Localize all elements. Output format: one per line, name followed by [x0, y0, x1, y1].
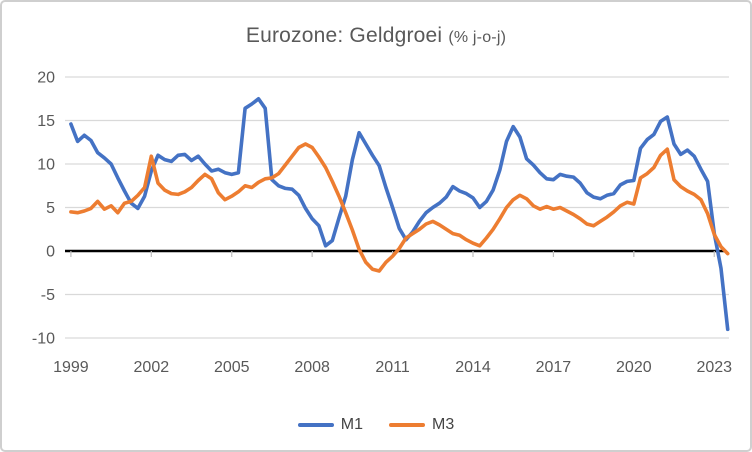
m3-legend-line-sample [389, 423, 425, 427]
m1-legend-line-sample [297, 423, 334, 427]
x-axis-tick-label: 2020 [616, 359, 652, 376]
x-axis-tick-label: 2002 [134, 359, 170, 376]
legend: M1 M3 [2, 416, 750, 434]
legend-label-m1: M1 [340, 416, 363, 433]
y-axis-tick-label: 15 [37, 113, 55, 130]
chart-title-suffix: (% j-o-j) [448, 29, 507, 46]
x-axis-tick-label: 2023 [696, 359, 732, 376]
x-axis-tick-label: 2005 [214, 359, 250, 376]
chart-title: Eurozone: Geldgroei (% j-o-j) [2, 24, 750, 48]
legend-label-m3: M3 [432, 416, 455, 433]
legend-item-m3: M3 [389, 416, 454, 434]
y-axis-tick-label: -10 [32, 331, 55, 348]
y-axis-tick-label: 20 [37, 70, 55, 87]
m1-series-line [69, 97, 730, 332]
x-axis-tick-label: 2017 [536, 359, 572, 376]
x-axis-tick-label: 1999 [53, 359, 89, 376]
x-axis-tick-label: 2011 [375, 359, 410, 376]
y-axis-tick-label: 5 [46, 200, 55, 217]
y-axis-tick-label: -5 [41, 287, 55, 304]
x-axis-tick-label: 2014 [455, 359, 491, 376]
y-axis-tick-label: 0 [46, 244, 55, 261]
y-axis-tick-label: 10 [37, 157, 55, 174]
chart-title-main: Eurozone: Geldgroei [245, 24, 443, 47]
legend-item-m1: M1 [297, 416, 363, 434]
x-axis-tick-label: 2008 [294, 359, 330, 376]
m3-series-line [69, 142, 730, 273]
